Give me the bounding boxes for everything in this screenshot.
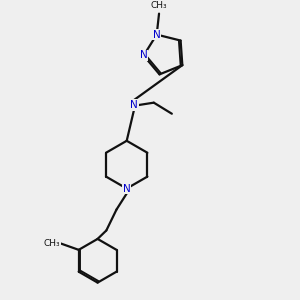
Text: CH₃: CH₃ <box>44 239 60 248</box>
Text: N: N <box>123 184 130 194</box>
Text: N: N <box>140 50 148 61</box>
Text: CH₃: CH₃ <box>151 1 167 10</box>
Text: N: N <box>130 100 138 110</box>
Text: N: N <box>153 30 160 40</box>
